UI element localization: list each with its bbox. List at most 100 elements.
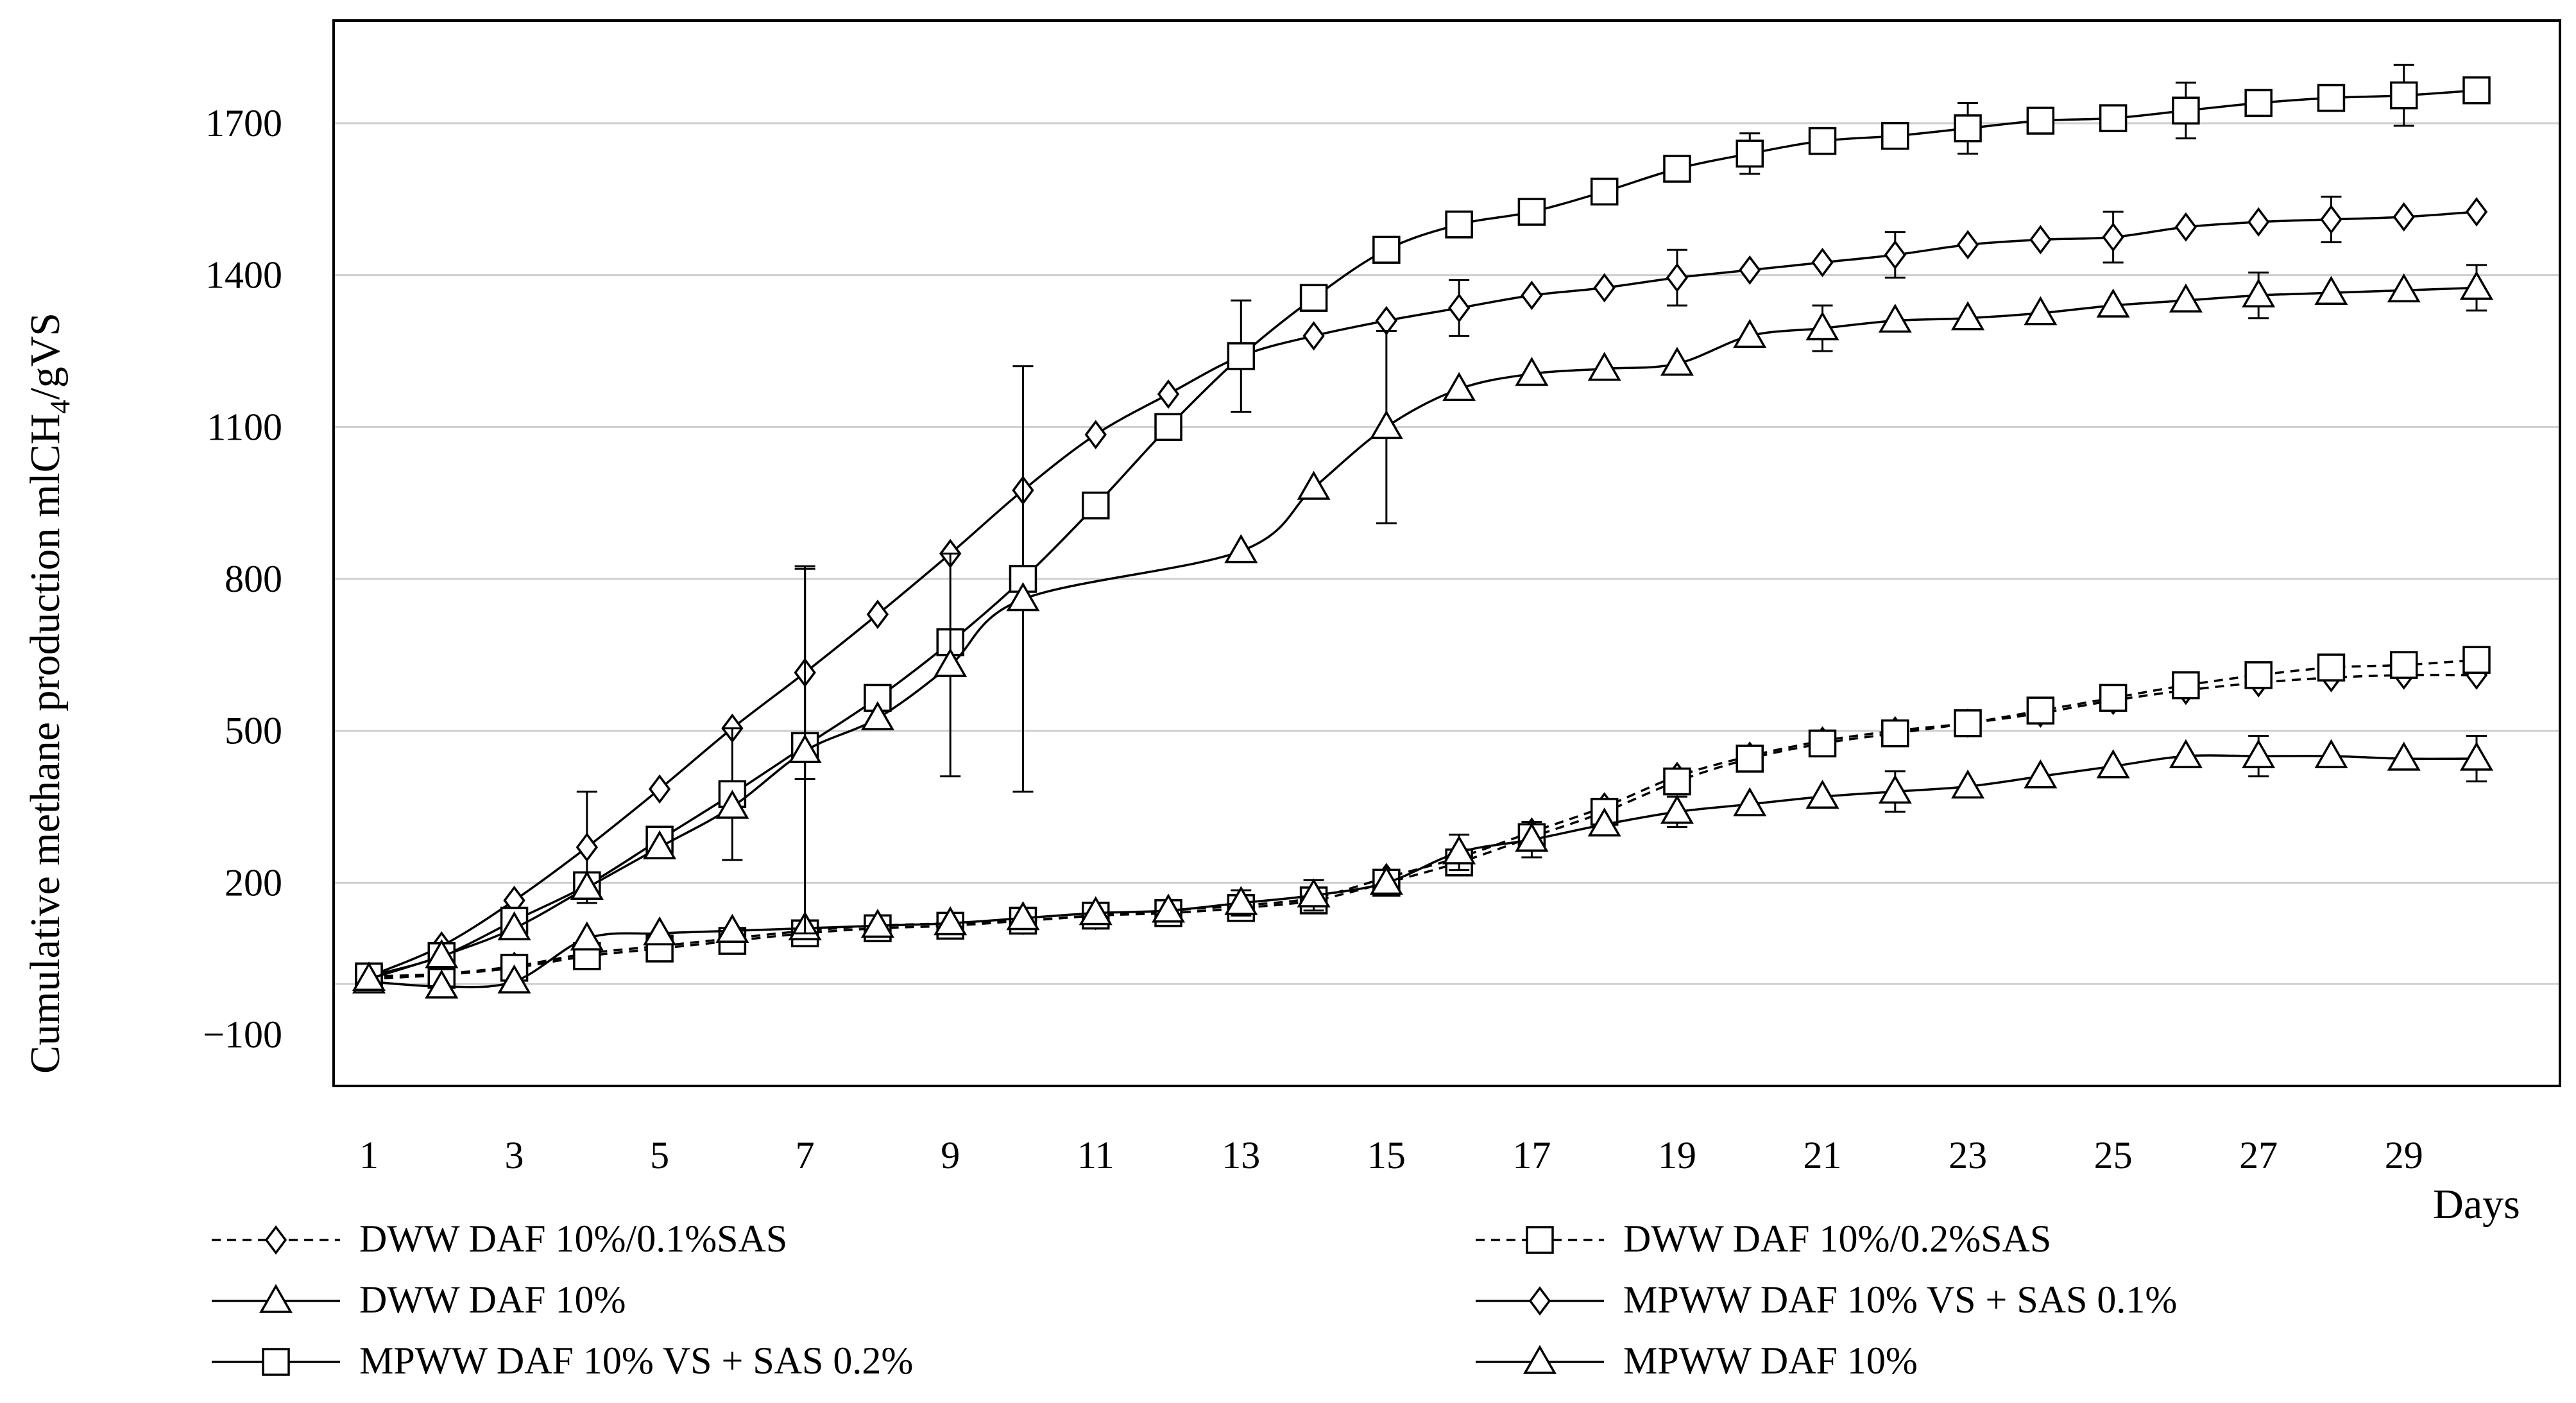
y-axis-label-subscript: 4 <box>44 400 76 414</box>
data-point <box>1442 835 1476 865</box>
y-axis-label-tail: /gVS <box>22 313 69 400</box>
data-point <box>1157 379 1180 409</box>
data-point <box>2242 739 2276 768</box>
data-point <box>934 648 968 677</box>
data-point <box>1082 491 1110 520</box>
data-point <box>1369 409 1403 440</box>
data-point <box>576 832 599 863</box>
data-point <box>497 911 531 941</box>
data-point <box>1299 284 1328 312</box>
data-point <box>1666 263 1689 293</box>
legend-label: MPWW DAF 10% <box>1623 1339 1918 1382</box>
data-point <box>1445 211 1473 239</box>
legend-item: MPWW DAF 10% <box>1476 1339 1918 1382</box>
x-tick-label: 7 <box>796 1134 815 1176</box>
y-tick-label: 200 <box>225 861 282 904</box>
data-point <box>1660 347 1694 376</box>
data-point <box>1951 769 1985 799</box>
data-point <box>1079 896 1113 925</box>
data-point <box>425 939 459 968</box>
data-point <box>1878 304 1912 333</box>
data-point <box>2247 207 2270 237</box>
data-point <box>643 830 677 859</box>
data-point <box>1375 306 1398 336</box>
data-point <box>1006 901 1040 931</box>
legend-item: MPWW DAF 10% VS + SAS 0.1% <box>1476 1278 2177 1321</box>
x-tick-label: 23 <box>1949 1134 1987 1176</box>
legend-label: MPWW DAF 10% VS + SAS 0.2% <box>359 1339 913 1382</box>
x-tick-label: 13 <box>1222 1134 1260 1176</box>
data-point <box>1878 774 1912 804</box>
x-tick-label: 21 <box>1804 1134 1842 1176</box>
legend-marker <box>1526 1226 1554 1254</box>
data-point <box>1587 352 1621 381</box>
data-point <box>2387 273 2421 303</box>
y-tick-label: 1100 <box>207 406 282 448</box>
data-point <box>2317 653 2346 682</box>
data-point <box>1954 709 1982 737</box>
y-tick-label: 500 <box>225 710 282 752</box>
series-line <box>368 658 2477 980</box>
data-point <box>2389 651 2418 679</box>
x-tick-label: 29 <box>2385 1134 2423 1176</box>
data-point <box>643 916 677 945</box>
y-axis-label-main: Cumulative methane production mlCH <box>22 414 69 1074</box>
data-point <box>352 961 386 991</box>
data-point <box>1805 779 1839 809</box>
data-point <box>2317 83 2346 112</box>
legend-marker <box>264 1225 287 1255</box>
data-point <box>1369 865 1403 895</box>
data-point <box>860 908 894 938</box>
legend-label: DWW DAF 10%/0.1%SAS <box>359 1218 787 1260</box>
legend-marker <box>262 1348 290 1376</box>
series-line <box>368 754 2477 988</box>
data-point <box>1447 293 1471 323</box>
x-tick-label: 5 <box>650 1134 669 1176</box>
y-tick-label: 800 <box>225 558 282 600</box>
data-point <box>1808 126 1837 155</box>
data-point <box>2462 646 2491 674</box>
legend-marker <box>259 1284 293 1313</box>
data-point <box>2096 749 2130 779</box>
data-point <box>1590 177 1619 206</box>
data-point <box>2096 288 2130 318</box>
data-point <box>1152 893 1186 923</box>
series-layer <box>352 64 2494 999</box>
data-point <box>1954 114 1982 142</box>
data-point <box>1951 301 1985 331</box>
data-point <box>1663 767 1691 796</box>
data-point <box>1805 311 1839 341</box>
data-point <box>2320 204 2342 234</box>
data-point <box>715 789 749 819</box>
data-point <box>1521 280 1543 311</box>
legend-item: DWW DAF 10%/0.2%SAS <box>1476 1218 2051 1260</box>
data-point <box>2099 684 2128 712</box>
data-point <box>2172 671 2200 700</box>
data-point <box>1739 255 1761 285</box>
data-point <box>1515 822 1549 852</box>
data-point <box>1593 273 1616 303</box>
series-5 <box>352 264 2494 991</box>
data-point <box>1227 342 1256 370</box>
data-point <box>2026 107 2055 135</box>
data-point <box>1372 236 1401 264</box>
y-axis-label: Cumulative methane production mlCH4/gVS <box>22 313 76 1074</box>
plot-frame <box>332 19 2561 1087</box>
data-point <box>2459 270 2494 300</box>
data-point <box>715 913 749 943</box>
legend: DWW DAF 10%/0.1%SAS DWW DAF 10%/0.2%SAS DW… <box>212 1218 2177 1382</box>
x-tick-label: 11 <box>1077 1134 1114 1176</box>
series-2 <box>352 735 2494 999</box>
data-point <box>1736 139 1764 168</box>
y-tick-label: 1400 <box>205 254 282 297</box>
series-line <box>368 211 2477 977</box>
data-point <box>1660 795 1694 824</box>
data-point <box>2026 696 2055 725</box>
data-point <box>2169 283 2203 313</box>
x-tick-label: 9 <box>941 1134 960 1176</box>
data-point <box>1515 356 1549 386</box>
x-tick-label: 1 <box>359 1134 379 1176</box>
y-tick-label: 1700 <box>205 102 282 144</box>
data-point <box>2174 212 2197 242</box>
